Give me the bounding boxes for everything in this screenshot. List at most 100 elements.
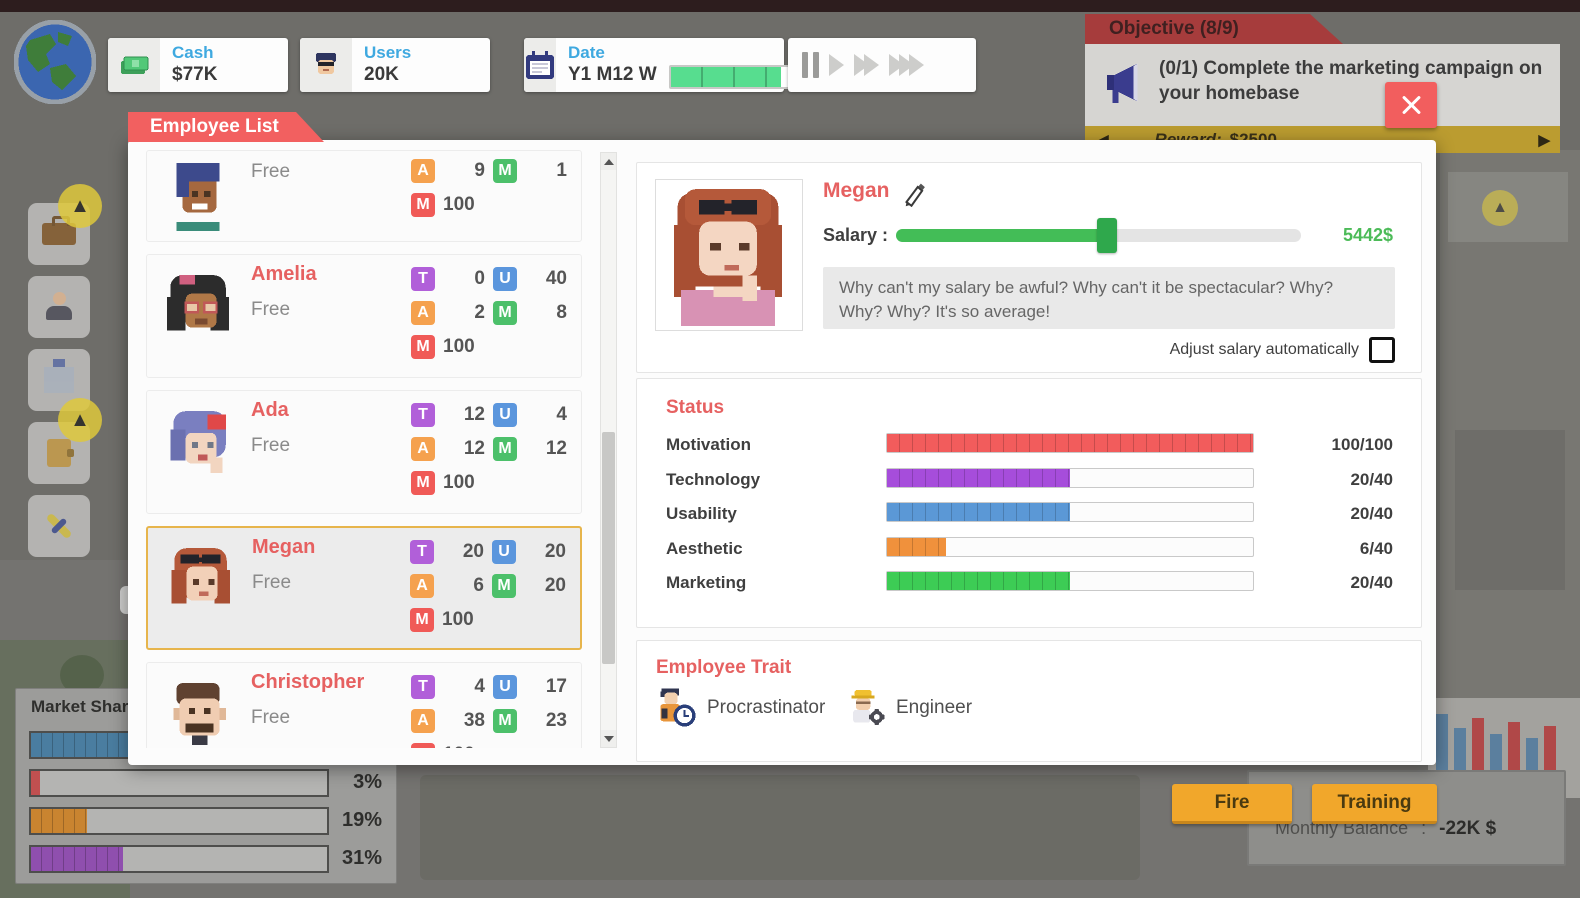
status-row-value: 100/100 <box>1331 435 1393 454</box>
building-icon <box>44 359 74 393</box>
objective-text: (0/1) Complete the marketing campaign on… <box>1159 58 1543 104</box>
globe-icon[interactable] <box>14 20 96 104</box>
background-furniture <box>1455 430 1565 590</box>
aesthetic-value: 2 <box>474 302 485 323</box>
usability-value: 40 <box>545 268 567 289</box>
usability-value: 20 <box>544 541 566 562</box>
monthly-balance-separator: : <box>1421 818 1427 838</box>
warning-icon: ▲ <box>58 184 102 228</box>
employee-avatar <box>161 157 235 231</box>
marketing-badge: M <box>492 574 516 598</box>
detail-employee-name: Megan <box>823 179 890 202</box>
salary-slider[interactable] <box>896 218 1301 253</box>
technology-value: 12 <box>463 404 485 425</box>
motivation-badge: M <box>411 193 435 217</box>
fire-button[interactable]: Fire <box>1172 784 1292 824</box>
salary-slider-handle[interactable] <box>1096 218 1117 253</box>
users-label: Users <box>364 43 412 62</box>
employee-avatar <box>162 542 236 616</box>
edit-name-icon[interactable] <box>899 177 929 207</box>
fastest-forward-button[interactable] <box>889 54 924 76</box>
sidebar-item-settings[interactable] <box>28 495 90 557</box>
cash-stat-panel: Cash $77K <box>108 38 288 92</box>
technology-badge: T <box>411 267 435 291</box>
warning-icon: ▲ <box>58 398 102 442</box>
employee-quote: Why can't my salary be awful? Why can't … <box>823 267 1395 329</box>
scroll-down-button[interactable] <box>601 730 616 747</box>
fast-forward-button[interactable] <box>854 54 879 76</box>
usability-value: 4 <box>556 404 567 425</box>
employee-list-viewport[interactable]: Free A 9 M 1 M 100 <box>146 150 582 748</box>
motivation-value: 100 <box>443 744 485 748</box>
employee-list-tab: Employee List <box>128 112 324 142</box>
play-button[interactable] <box>829 54 844 76</box>
playback-controls <box>788 38 976 92</box>
employee-card[interactable]: Amelia Free T 0 U 40 A 2 M 8 M 100 <box>146 254 582 378</box>
employee-list-modal: Free A 9 M 1 M 100 <box>128 140 1436 765</box>
sidebar-item-employees[interactable] <box>28 276 90 338</box>
salary-label: Salary : <box>823 225 889 245</box>
employee-list-scrollbar[interactable] <box>600 152 617 748</box>
objective-header: Objective (8/9) <box>1109 18 1239 39</box>
market-share-value: 31% <box>341 847 382 869</box>
notebook-icon <box>47 439 74 467</box>
market-share-title: Market Share <box>31 697 138 716</box>
aesthetic-value: 6 <box>473 575 484 596</box>
scroll-up-button[interactable] <box>601 153 616 170</box>
marketing-value: 12 <box>545 438 567 459</box>
technology-badge: T <box>410 540 434 564</box>
marketing-bar <box>886 571 1254 591</box>
motivation-value: 100 <box>443 194 475 215</box>
scrollbar-thumb[interactable] <box>602 432 615 664</box>
aesthetic-badge: A <box>411 301 435 325</box>
monthly-balance-value: -22K $ <box>1439 818 1497 839</box>
aesthetic-badge: A <box>411 437 435 461</box>
pause-button[interactable] <box>802 52 819 78</box>
aesthetic-badge: A <box>411 709 435 733</box>
motivation-value: 100 <box>443 472 475 493</box>
motivation-badge: M <box>410 608 434 632</box>
technology-value: 0 <box>474 268 485 289</box>
employee-list-title: Employee List <box>150 116 279 137</box>
technology-value: 4 <box>474 676 485 697</box>
technology-bar <box>886 468 1254 488</box>
background-top-strip <box>0 0 1580 12</box>
reward-next-arrow[interactable]: ▶ <box>1538 131 1550 149</box>
status-row-value: 6/40 <box>1359 539 1393 558</box>
aesthetic-value: 38 <box>463 710 485 731</box>
technology-badge: T <box>411 403 435 427</box>
employee-card[interactable]: Ada Free T 12 U 4 A 12 M 12 M 100 <box>146 390 582 514</box>
adjust-salary-checkbox[interactable] <box>1369 337 1395 363</box>
market-share-bar <box>29 845 329 873</box>
objective-panel: (0/1) Complete the marketing campaign on… <box>1085 44 1560 126</box>
cash-value: $77K <box>172 64 218 85</box>
market-share-value: 3% <box>353 771 382 793</box>
objective-header-tab: Objective (8/9) <box>1085 14 1343 44</box>
status-title: Status <box>666 397 725 418</box>
traits-title: Employee Trait <box>656 657 792 678</box>
engineer-icon <box>846 687 886 727</box>
employee-card[interactable]: Free A 9 M 1 M 100 <box>146 150 582 242</box>
megaphone-icon <box>1101 60 1145 108</box>
motivation-badge: M <box>411 335 435 359</box>
employee-status: Free <box>251 435 291 456</box>
trait-name: Procrastinator <box>707 697 826 718</box>
status-row-label: Motivation <box>666 435 751 454</box>
usability-badge: U <box>492 540 516 564</box>
market-share-value: 19% <box>341 809 382 831</box>
market-share-bar <box>29 807 329 835</box>
aesthetic-value: 12 <box>463 438 485 459</box>
calendar-icon <box>524 38 556 92</box>
aesthetic-badge: A <box>410 574 434 598</box>
employee-card[interactable]: Christopher Free T 4 U 17 A 38 M 23 M 10… <box>146 662 582 748</box>
marketing-value: 1 <box>556 160 567 181</box>
training-button[interactable]: Training <box>1312 784 1437 824</box>
employee-card-selected[interactable]: Megan Free T 20 U 20 A 6 M 20 M 100 <box>146 526 582 650</box>
cash-icon <box>108 38 160 92</box>
users-value: 20K <box>364 64 399 85</box>
date-value: Y1 M12 W <box>568 64 657 85</box>
close-button[interactable] <box>1385 82 1437 128</box>
employee-status-section: Status Motivation 100/100 Technology 20/… <box>636 378 1422 628</box>
employee-status: Free <box>251 299 291 320</box>
motivation-badge: M <box>411 471 435 495</box>
